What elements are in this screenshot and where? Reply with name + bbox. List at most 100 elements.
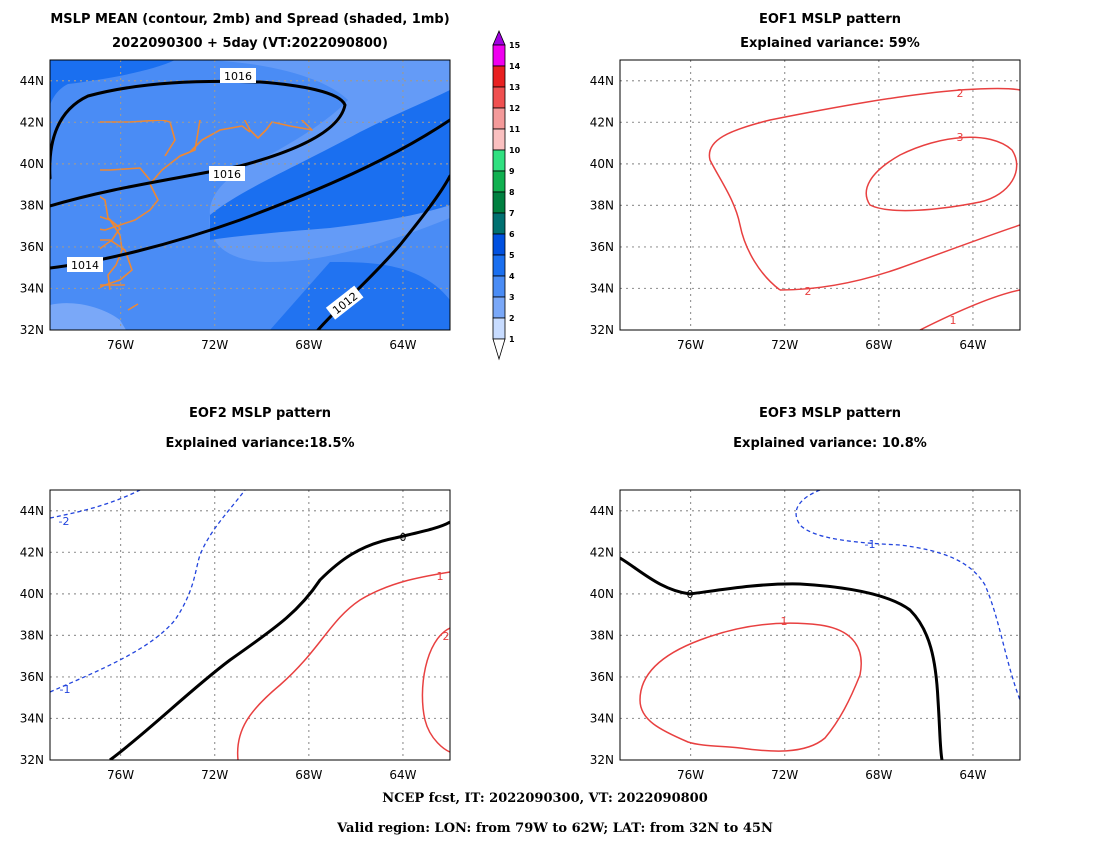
panel1-title: MSLP MEAN (contour, 2mb) and Spread (sha…	[50, 12, 449, 27]
coastline-segment	[620, 200, 692, 290]
coastline-segment	[645, 728, 662, 740]
lat-tick-label: 36N	[590, 670, 614, 684]
eof1-contour-2-north	[708, 87, 1020, 291]
lat-tick-label: 40N	[20, 157, 44, 171]
lat-tick-label: 44N	[590, 504, 614, 518]
mslp-contour-1016	[50, 79, 347, 208]
panel4-title: EOF3 MSLP pattern	[759, 406, 901, 421]
coastline-segment	[100, 239, 133, 289]
coastline-segment	[50, 598, 150, 610]
colorbar-top-arrow	[492, 29, 506, 46]
eof3-contour-1	[639, 622, 862, 752]
coastline-segment	[50, 550, 175, 586]
coastline-segment	[75, 728, 92, 740]
colorbar-label: 15	[509, 41, 521, 50]
colorbar-cell	[492, 191, 506, 214]
coastline-segment	[620, 490, 920, 525]
colorbar-cell	[492, 212, 506, 235]
eof1-label-2-south: 2	[805, 285, 812, 298]
lat-tick-label: 36N	[20, 240, 44, 254]
lat-tick-label: 42N	[590, 545, 614, 559]
panel4-subtitle: Explained variance: 10.8%	[733, 436, 927, 451]
mslp-contour-1014	[50, 118, 450, 270]
lon-tick-label: 76W	[107, 768, 134, 782]
eof1-label-1: 1	[950, 314, 957, 327]
colorbar-cell	[492, 233, 506, 256]
colorbar-cell	[492, 128, 506, 151]
lon-tick-label: 64W	[389, 338, 416, 352]
colorbar-label: 6	[509, 230, 515, 239]
panel1-subtitle: 2022090300 + 5day (VT:2022090800)	[112, 36, 388, 51]
lat-tick-label: 36N	[20, 670, 44, 684]
eof2-label-1: 1	[437, 570, 444, 583]
eof2-label-0: 0	[400, 531, 407, 544]
label-box	[220, 68, 256, 83]
colorbar-cell	[492, 65, 506, 88]
lat-tick-label: 38N	[590, 198, 614, 212]
colorbar-label: 5	[509, 251, 515, 260]
colorbar-cell	[492, 86, 506, 109]
lat-tick-label: 38N	[590, 628, 614, 642]
eof2-contour-minus2	[50, 490, 141, 519]
colorbar-label: 3	[509, 293, 515, 302]
spread-level-4-offshore	[210, 90, 450, 240]
colorbar-cell	[492, 254, 506, 277]
colorbar-label: 14	[509, 62, 521, 71]
coastline-segment	[620, 670, 644, 755]
coastline-segment	[656, 190, 690, 260]
footer-forecast-info: NCEP fcst, IT: 2022090300, VT: 202209080…	[382, 791, 708, 806]
label-box	[67, 257, 103, 272]
eof1-label-2-north: 2	[957, 87, 964, 100]
coastline-segment	[50, 630, 122, 720]
colorbar-label: 2	[509, 314, 515, 323]
lon-tick-label: 64W	[389, 768, 416, 782]
lon-tick-label: 64W	[959, 768, 986, 782]
lat-tick-label: 40N	[590, 587, 614, 601]
coastline-segment	[620, 550, 745, 586]
panel2-frame	[619, 59, 1021, 331]
lat-tick-label: 42N	[20, 545, 44, 559]
lat-tick-label: 38N	[20, 628, 44, 642]
colorbar-cell	[492, 44, 506, 67]
colorbar-label: 1	[509, 335, 515, 344]
lon-tick-label: 72W	[201, 768, 228, 782]
lat-tick-label: 40N	[20, 587, 44, 601]
colorbar-cell	[492, 107, 506, 130]
lat-tick-label: 40N	[590, 157, 614, 171]
lat-tick-label: 32N	[590, 753, 614, 767]
lat-tick-label: 38N	[20, 198, 44, 212]
contour-label-1016-north: 1016	[224, 70, 252, 83]
eof3-contour-0	[620, 556, 944, 760]
lon-tick-label: 72W	[771, 338, 798, 352]
coastline-segment	[620, 670, 702, 752]
spread-level-4-northwest	[50, 60, 175, 105]
coastline-segment	[127, 303, 139, 311]
coastline-segment	[698, 734, 708, 740]
lat-tick-label: 34N	[590, 281, 614, 295]
coastline-segment	[645, 298, 662, 310]
coastline-segment	[86, 620, 120, 690]
colorbar-label: 10	[509, 146, 521, 155]
panel-frames	[49, 59, 1021, 761]
lat-tick-label: 34N	[590, 711, 614, 725]
eof1-label-3: 3	[957, 131, 964, 144]
lon-tick-label: 72W	[771, 768, 798, 782]
coastline-segment	[100, 167, 151, 181]
eof2-contour-1	[236, 571, 450, 760]
lat-tick-label: 36N	[590, 240, 614, 254]
eof2-contour-minus1	[50, 490, 246, 693]
coastline-group	[620, 488, 1020, 755]
coastline-segment	[620, 168, 720, 180]
lat-tick-label: 42N	[590, 115, 614, 129]
eof3-label-1: 1	[781, 615, 788, 628]
lat-tick-label: 44N	[20, 74, 44, 88]
panel2-contours	[708, 87, 1020, 330]
colorbar-label: 11	[509, 125, 521, 134]
panel3-frame	[49, 489, 451, 761]
eof2-contour-2	[421, 627, 450, 753]
lat-tick-label: 42N	[20, 115, 44, 129]
colorbar-bottom-arrow	[492, 338, 506, 361]
panel4-frame	[619, 489, 1021, 761]
label-box	[325, 285, 364, 320]
panel3-title: EOF2 MSLP pattern	[189, 406, 331, 421]
